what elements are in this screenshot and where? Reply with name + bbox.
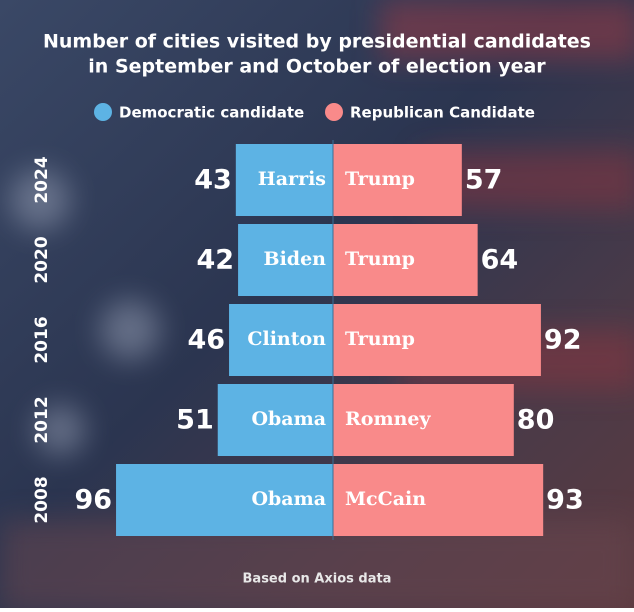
value-label: 92 [544, 325, 582, 356]
value-label: 80 [517, 405, 555, 436]
chart-title: in September and October of election yea… [88, 56, 546, 78]
bar [333, 464, 544, 536]
bar-label: McCain [345, 488, 426, 510]
legend-swatch [325, 103, 343, 121]
y-tick-label: 2008 [32, 476, 52, 523]
bar [333, 144, 462, 216]
bar-label: Trump [345, 168, 415, 190]
bar-label: Trump [345, 248, 415, 270]
bar [235, 144, 333, 216]
value-label: 57 [465, 165, 503, 196]
bar [229, 304, 333, 376]
bar [333, 224, 478, 296]
bar-label: Biden [264, 248, 327, 270]
bar-label: Clinton [247, 328, 326, 350]
value-label: 64 [481, 245, 519, 276]
value-label: 42 [197, 245, 235, 276]
value-label: 93 [546, 485, 584, 516]
value-label: 96 [74, 485, 112, 516]
bar-label: Harris [258, 168, 326, 190]
bar-label: Trump [345, 328, 415, 350]
source-note: Based on Axios data [243, 572, 392, 587]
y-tick-label: 2020 [32, 236, 52, 283]
bar-label: Romney [345, 408, 431, 430]
bar [217, 384, 333, 456]
value-label: 51 [176, 405, 214, 436]
value-label: 43 [194, 165, 232, 196]
legend-label: Republican Candidate [350, 104, 535, 122]
chart-title: Number of cities visited by presidential… [43, 31, 591, 53]
legend-label: Democratic candidate [119, 104, 304, 122]
bar-label: Obama [251, 408, 326, 430]
y-tick-label: 2016 [32, 316, 52, 363]
legend-swatch [94, 103, 112, 121]
bar-label: Obama [251, 488, 326, 510]
y-tick-label: 2024 [32, 156, 52, 203]
bar [116, 464, 333, 536]
bar [238, 224, 333, 296]
value-label: 46 [187, 325, 225, 356]
bar [333, 304, 541, 376]
bar [333, 384, 514, 456]
y-tick-label: 2012 [32, 396, 52, 443]
